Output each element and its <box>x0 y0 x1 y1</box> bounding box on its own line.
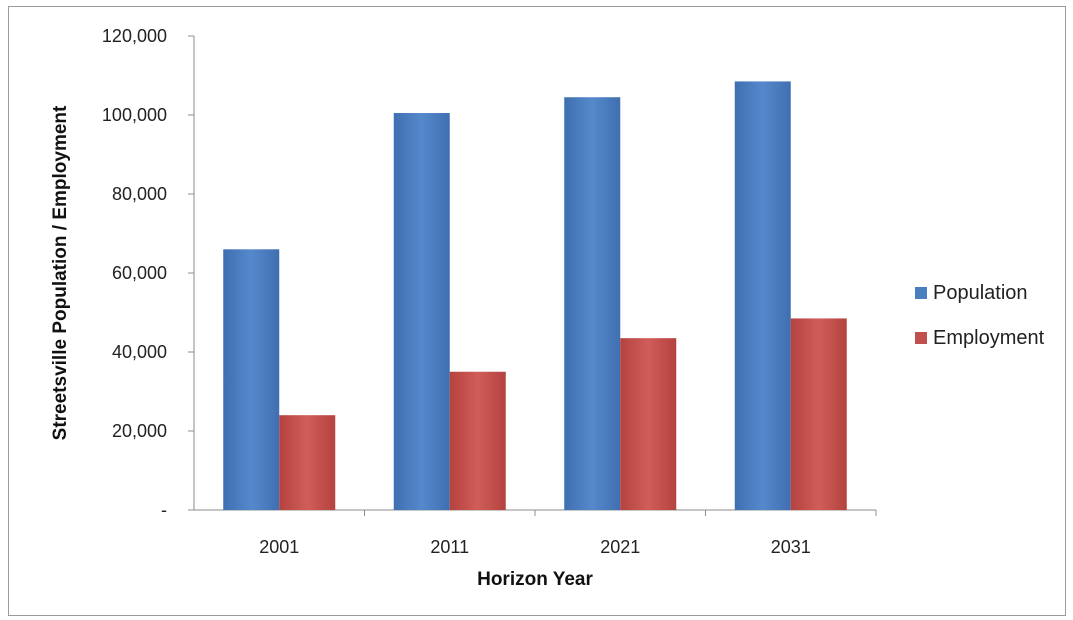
legend-swatch-population <box>915 287 927 299</box>
legend-label-population: Population <box>933 282 1028 304</box>
y-tick-label: 100,000 <box>102 105 167 125</box>
y-tick-label: 60,000 <box>112 263 167 283</box>
x-tick-label: 2031 <box>771 537 811 557</box>
bars <box>223 81 847 511</box>
bar-employment-2031 <box>790 318 847 510</box>
x-tick-label: 2001 <box>259 537 299 557</box>
y-tick-label: 40,000 <box>112 342 167 362</box>
bar-employment-2011 <box>449 371 506 510</box>
chart-frame <box>8 6 1066 616</box>
x-tick-label: 2021 <box>600 537 640 557</box>
bar-population-2021 <box>564 97 621 510</box>
legend-label-employment: Employment <box>933 327 1045 349</box>
y-ticks: - 20,000 40,000 60,000 80,000 100,000 120,000 <box>102 26 194 520</box>
y-tick-label: 120,000 <box>102 26 167 46</box>
legend: Population Employment <box>915 282 1045 349</box>
y-axis-title: Streetsville Population / Employment <box>50 105 71 440</box>
bar-population-2031 <box>734 81 791 511</box>
bar-employment-2021 <box>620 338 677 510</box>
y-tick-label: 20,000 <box>112 421 167 441</box>
y-tick-label: 80,000 <box>112 184 167 204</box>
bar-employment-2001 <box>279 415 336 510</box>
y-tick-label: - <box>161 500 167 520</box>
bar-population-2001 <box>223 249 280 511</box>
x-ticks: 2001 2011 2021 2031 <box>259 510 877 557</box>
x-axis-title: Horizon Year <box>477 569 593 590</box>
bar-population-2011 <box>393 113 450 511</box>
legend-swatch-employment <box>915 332 927 344</box>
x-tick-label: 2011 <box>430 537 469 557</box>
